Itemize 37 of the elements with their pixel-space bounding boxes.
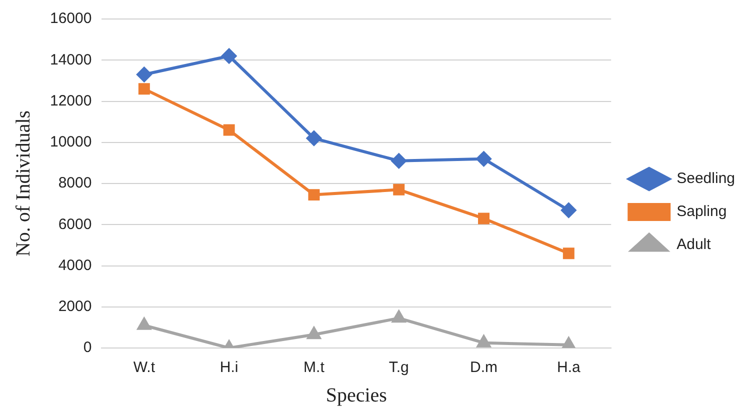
point xyxy=(306,130,322,146)
point xyxy=(138,83,150,95)
point xyxy=(222,48,237,64)
y-tick-label: 10000 xyxy=(50,134,92,151)
point xyxy=(392,310,406,323)
point xyxy=(391,153,406,168)
y-tick-label: 12000 xyxy=(50,92,92,110)
point xyxy=(562,337,576,348)
point xyxy=(307,327,321,340)
point xyxy=(476,151,492,166)
x-tick-label: M.t xyxy=(304,359,326,376)
x-tick-label: H.a xyxy=(556,359,581,376)
legend-label: Sapling xyxy=(676,203,727,220)
y-tick-label: 2000 xyxy=(58,298,92,316)
point xyxy=(478,212,490,224)
point xyxy=(137,318,151,330)
x-tick-label: H.i xyxy=(220,359,238,376)
point xyxy=(393,184,405,196)
y-tick-label: 4000 xyxy=(58,256,92,274)
point xyxy=(136,67,152,82)
x-tick-label: D.m xyxy=(470,359,498,376)
point xyxy=(562,248,574,260)
x-tick-label: T.g xyxy=(388,359,409,376)
point xyxy=(561,202,576,218)
legend-label: Seedling xyxy=(676,170,736,188)
y-axis-title: No. of Individuals xyxy=(12,110,34,257)
x-axis-title: Species xyxy=(326,384,388,406)
point xyxy=(308,189,320,201)
legend-label: Adult xyxy=(676,236,712,254)
x-tick-label: W.t xyxy=(133,359,156,376)
y-tick-label: 14000 xyxy=(50,51,92,68)
point xyxy=(223,124,235,136)
y-tick-label: 0 xyxy=(83,339,92,356)
y-tick-label: 16000 xyxy=(50,10,92,28)
point xyxy=(477,335,490,348)
y-tick-label: 6000 xyxy=(58,216,92,233)
y-tick-label: 8000 xyxy=(58,174,92,192)
